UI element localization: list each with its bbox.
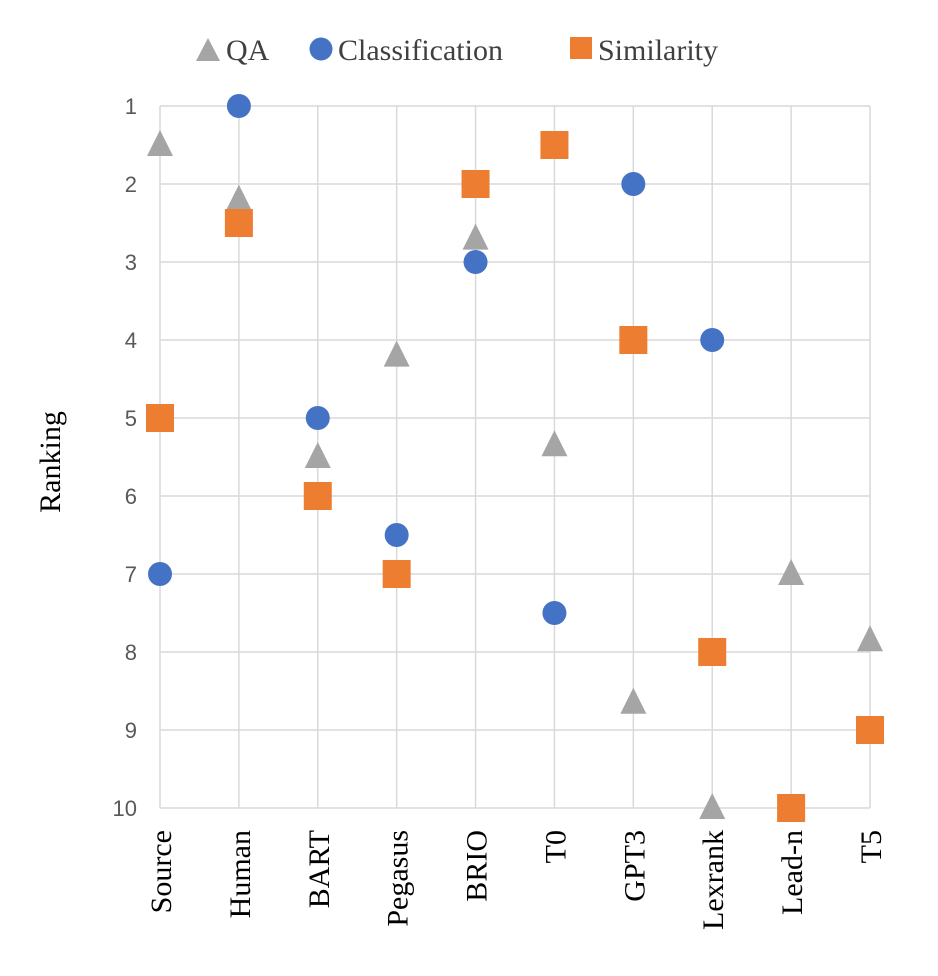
y-tick-labels: 1 2 3 4 5 6 7 8 9 10 [113,94,137,821]
legend-label-classification: Classification [338,34,503,67]
legend-classification-circle-icon [309,37,333,61]
legend-qa-triangle-icon [196,38,220,61]
y-tick-label-5: 5 [125,406,137,431]
y-tick-label-7: 7 [125,562,137,587]
point-similarity-gpt3 [619,326,648,354]
y-tick-label-3: 3 [125,250,137,275]
point-qa-lexrank [699,793,726,819]
y-tick-label-2: 2 [125,172,137,197]
point-similarity-lead-n [777,794,806,822]
point-classification-lexrank [700,328,725,352]
data-marks [146,94,884,822]
x-tick-label-gpt3: GPT3 [618,830,651,902]
point-qa-gpt3 [620,687,647,714]
y-axis-label: Ranking [34,411,67,513]
point-qa-pegasus [383,340,410,367]
y-tick-label-4: 4 [125,328,137,353]
point-qa-lead-n [778,559,805,585]
x-tick-label-t5: T5 [855,830,888,863]
point-similarity-t0 [540,131,569,159]
x-tick-label-source: Source [145,830,178,913]
point-classification-gpt3 [621,172,646,196]
point-similarity-t5 [856,716,884,744]
y-tick-label-8: 8 [125,640,137,665]
x-tick-label-pegasus: Pegasus [382,830,415,927]
point-classification-brio [463,250,488,274]
x-tick-labels: Source Human BART Pegasus BRIO T0 GPT3 Lexrank L… [145,830,888,930]
point-similarity-source [146,404,174,432]
point-classification-t0 [542,601,567,625]
grid-layer [159,105,871,809]
point-classification-source [148,562,172,586]
point-classification-human [226,94,251,118]
point-classification-bart [305,406,330,430]
x-tick-label-t0: T0 [539,830,572,863]
point-similarity-pegasus [382,560,411,588]
legend-label-similarity: Similarity [598,34,718,67]
point-qa-t5 [857,625,883,652]
point-qa-bart [304,442,331,468]
y-tick-label-1: 1 [125,94,137,119]
y-tick-label-10: 10 [113,796,137,821]
legend-label-qa: QA [226,34,270,67]
legend-similarity-square-icon [570,37,592,59]
point-similarity-bart [303,482,332,510]
x-tick-label-lexrank: Lexrank [697,830,730,930]
x-tick-label-brio: BRIO [461,830,494,902]
y-tick-label-9: 9 [125,718,137,743]
x-tick-label-bart: BART [303,830,336,908]
y-tick-label-6: 6 [125,484,137,509]
point-classification-pegasus [384,523,409,547]
point-similarity-lexrank [698,638,727,666]
point-qa-human [225,184,252,211]
point-similarity-brio [461,170,490,198]
point-qa-brio [462,223,489,250]
point-qa-t0 [541,430,568,457]
point-qa-source [147,130,173,156]
x-tick-label-human: Human [224,830,257,918]
legend: QA Classification Similarity [196,34,718,67]
x-tick-label-lead-n: Lead-n [776,830,809,915]
point-similarity-human [224,209,253,237]
